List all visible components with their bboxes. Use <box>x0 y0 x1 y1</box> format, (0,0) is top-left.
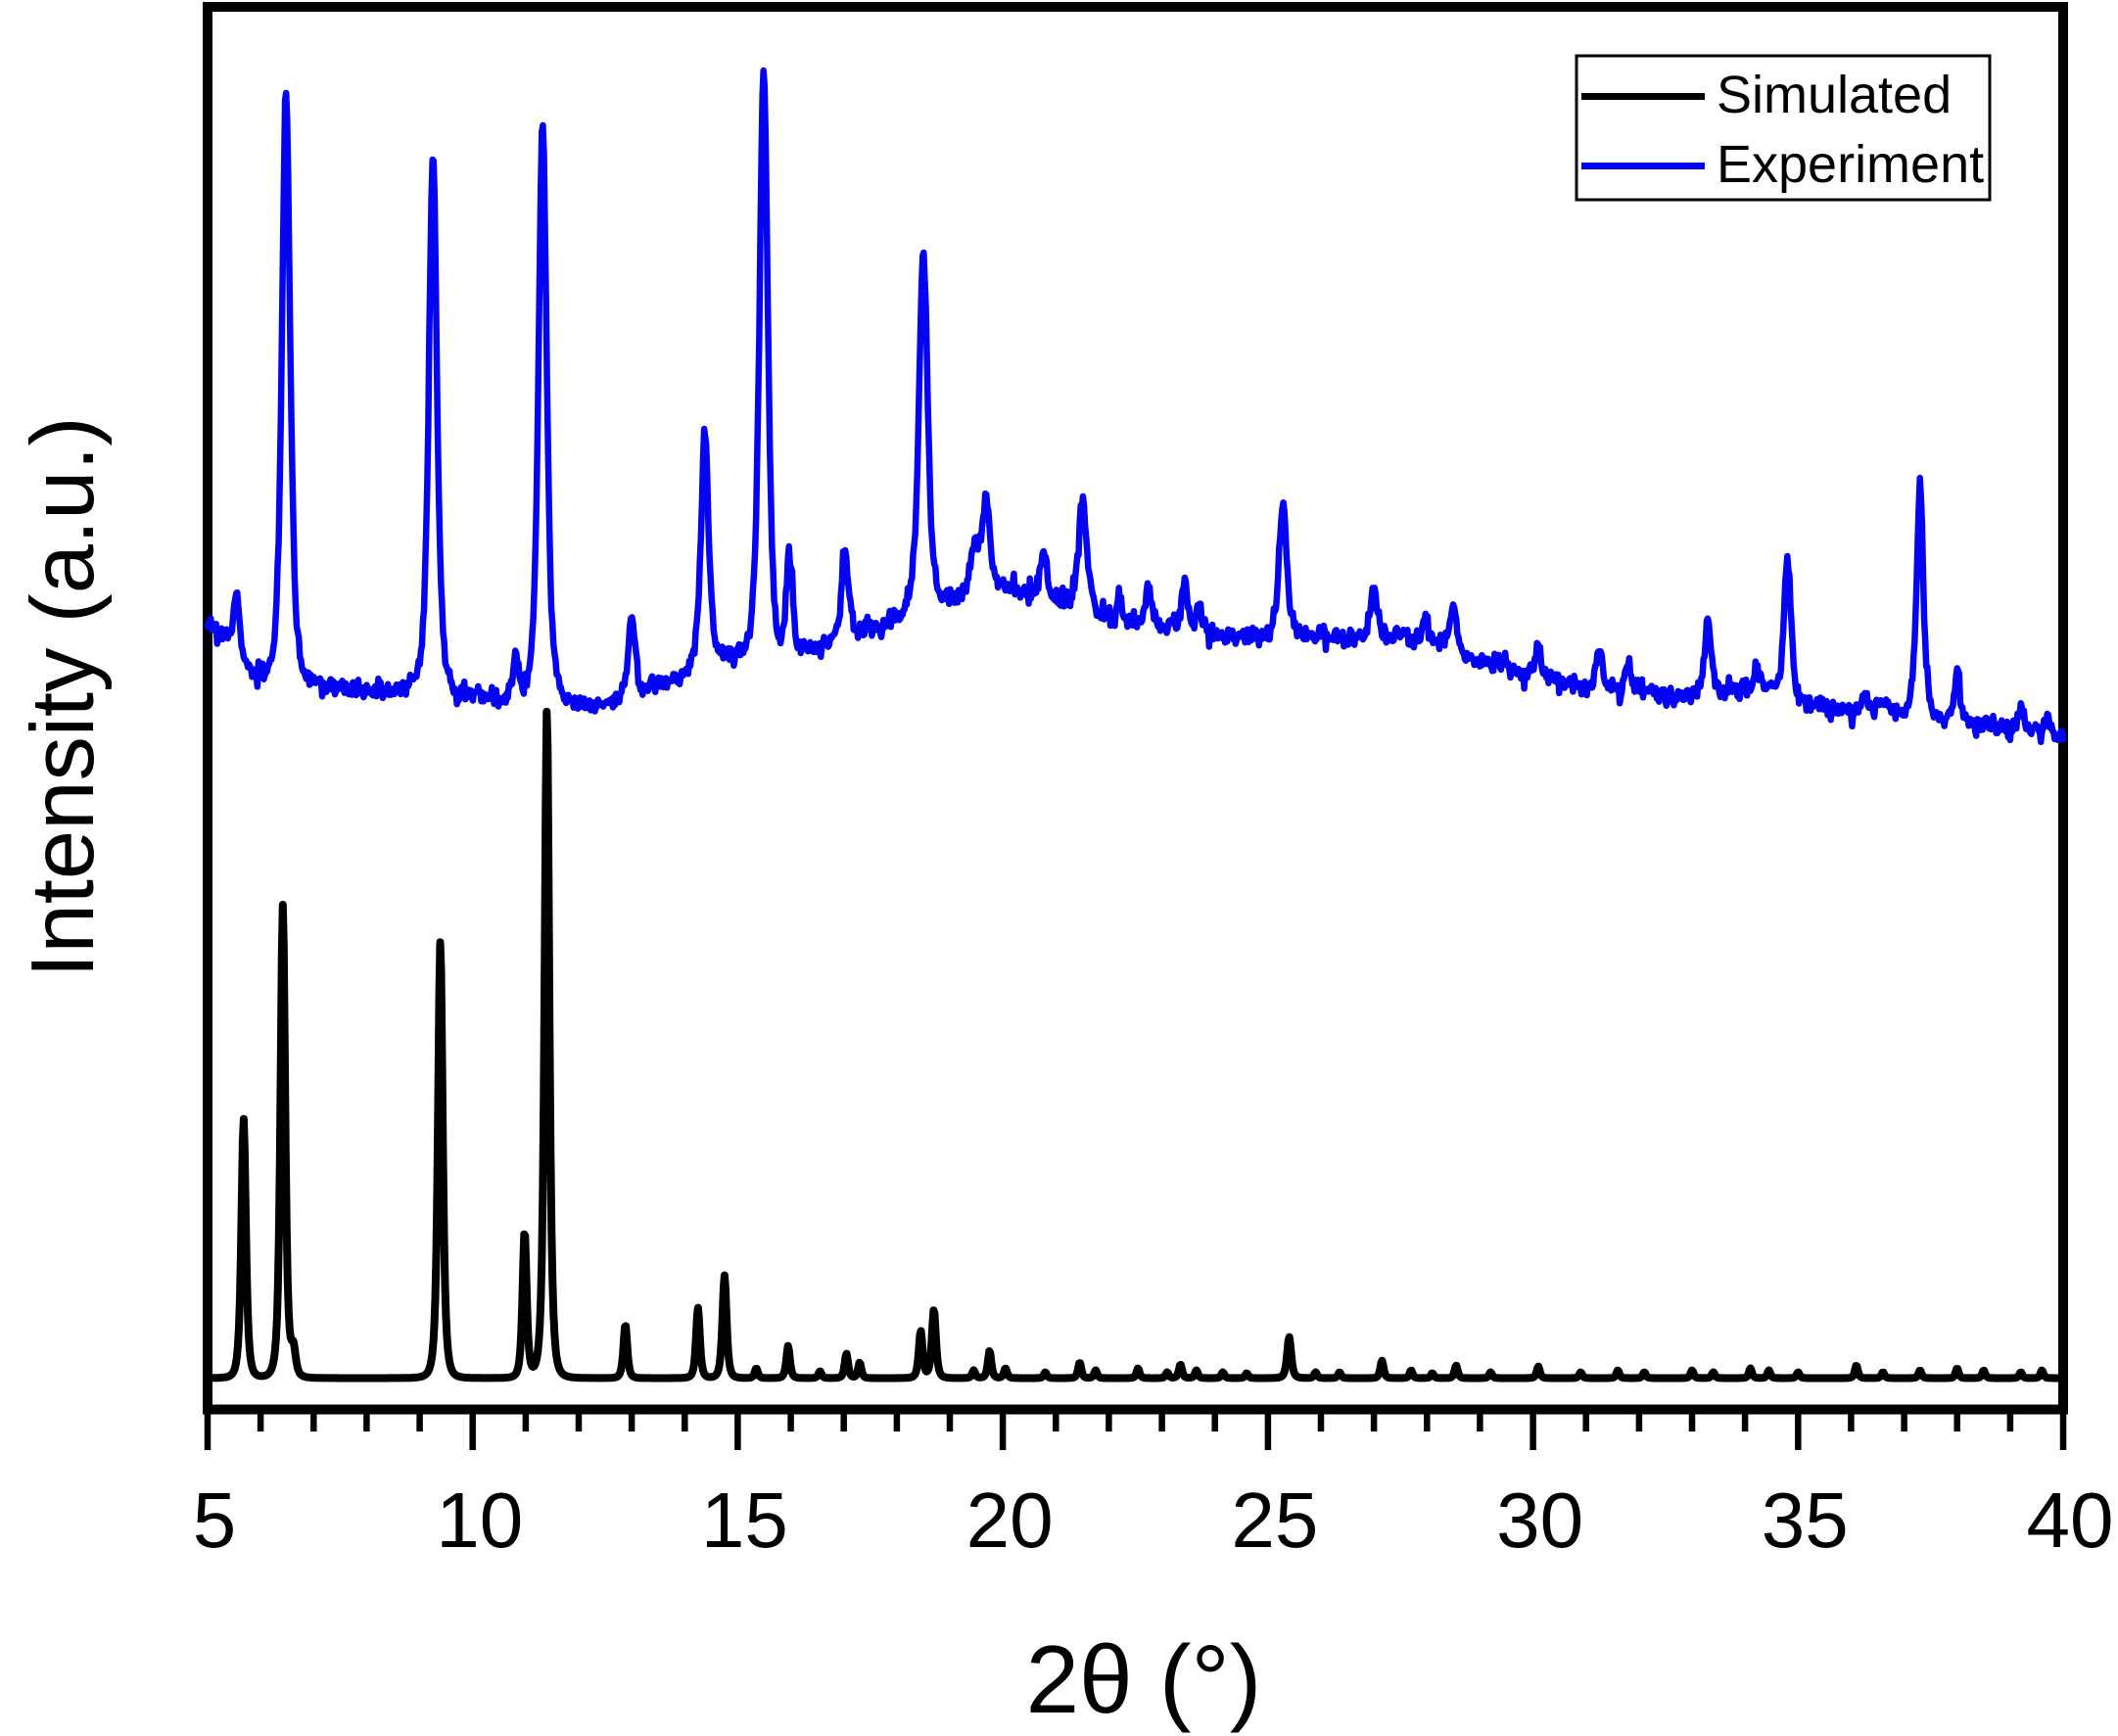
svg-text:5: 5 <box>193 1477 237 1564</box>
svg-text:Experiment: Experiment <box>1717 135 1984 194</box>
svg-text:25: 25 <box>1231 1477 1318 1564</box>
svg-text:Simulated: Simulated <box>1717 66 1952 124</box>
svg-text:2θ (°): 2θ (°) <box>1026 1625 1262 1733</box>
svg-text:15: 15 <box>701 1477 788 1564</box>
svg-text:Intensity (a.u.): Intensity (a.u.) <box>14 416 113 977</box>
svg-text:35: 35 <box>1762 1477 1849 1564</box>
svg-text:40: 40 <box>2027 1477 2114 1564</box>
svg-text:20: 20 <box>966 1477 1054 1564</box>
svg-text:30: 30 <box>1496 1477 1583 1564</box>
svg-text:10: 10 <box>436 1477 523 1564</box>
